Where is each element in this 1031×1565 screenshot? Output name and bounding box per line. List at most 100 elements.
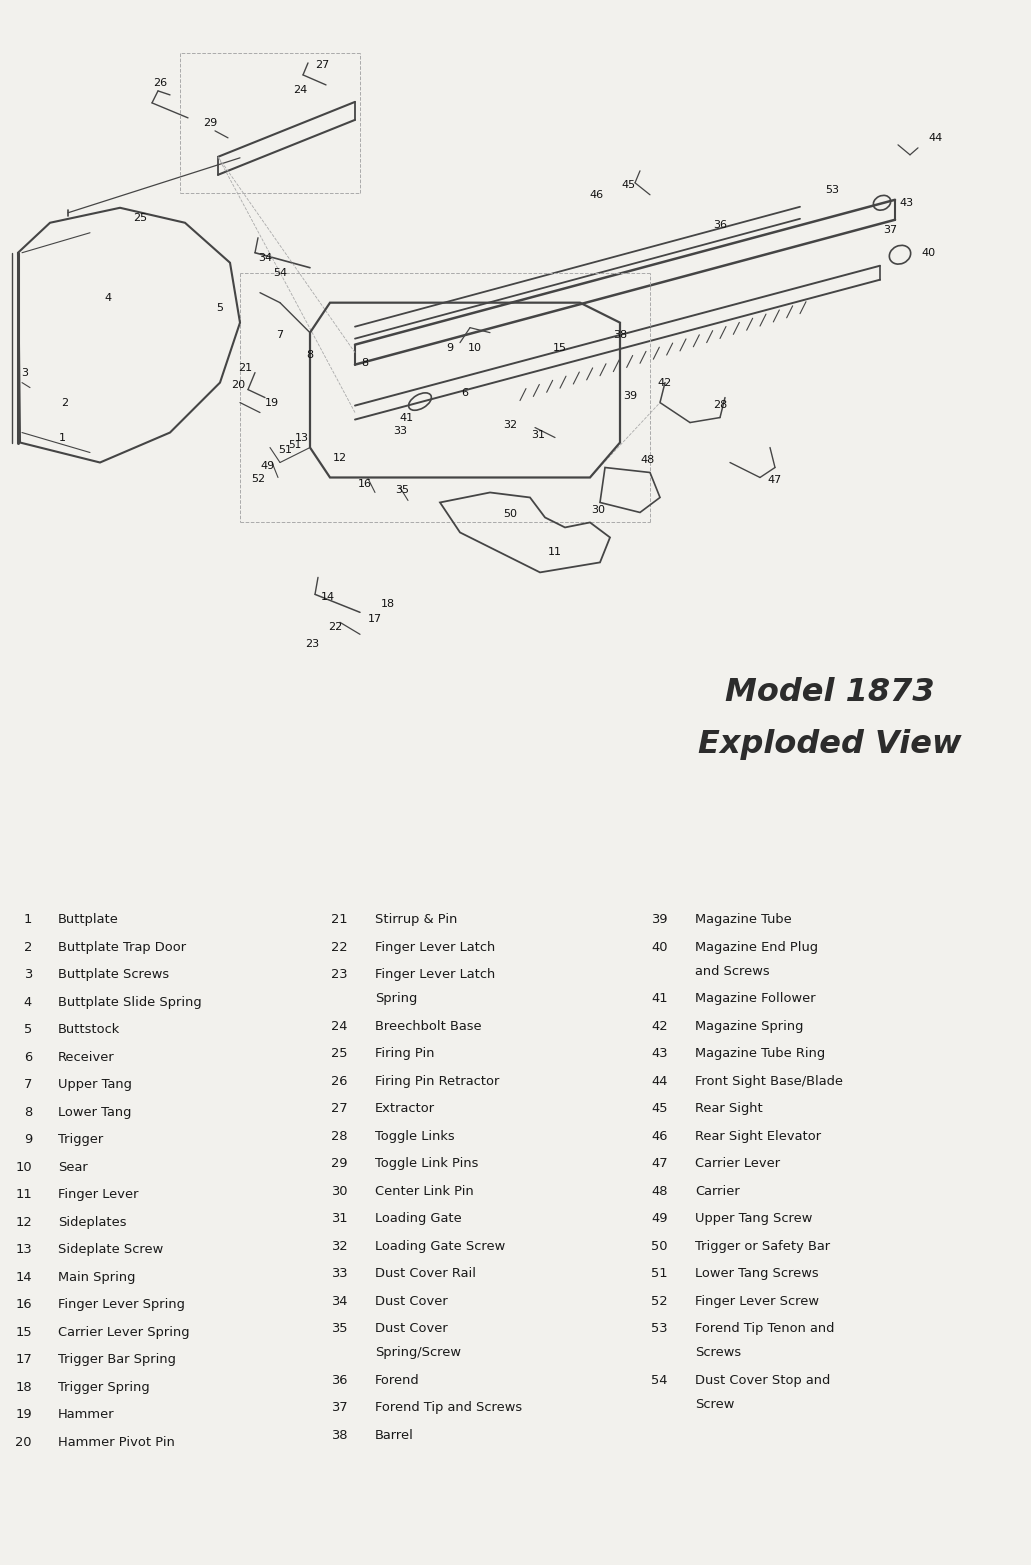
Text: 49: 49: [261, 460, 275, 471]
Text: 1: 1: [24, 912, 32, 926]
Text: Hammer Pivot Pin: Hammer Pivot Pin: [58, 1435, 175, 1449]
Text: 33: 33: [393, 426, 407, 435]
Text: 54: 54: [273, 268, 287, 277]
Text: 4: 4: [24, 995, 32, 1008]
Text: 51: 51: [652, 1268, 668, 1280]
Text: Trigger Bar Spring: Trigger Bar Spring: [58, 1354, 176, 1366]
Text: 27: 27: [331, 1102, 348, 1116]
Text: 12: 12: [15, 1216, 32, 1229]
Text: Firing Pin Retractor: Firing Pin Retractor: [375, 1075, 499, 1088]
Text: 27: 27: [314, 59, 329, 70]
Text: 13: 13: [15, 1243, 32, 1257]
Text: 40: 40: [921, 247, 935, 258]
Text: Forend: Forend: [375, 1374, 420, 1387]
Text: 2: 2: [24, 941, 32, 953]
Text: Loading Gate Screw: Loading Gate Screw: [375, 1239, 505, 1252]
Text: 22: 22: [332, 941, 348, 953]
Text: 14: 14: [321, 593, 335, 603]
Text: Finger Lever Screw: Finger Lever Screw: [695, 1294, 819, 1308]
Text: 38: 38: [613, 330, 627, 340]
Text: 2: 2: [62, 398, 69, 407]
Text: Sear: Sear: [58, 1161, 88, 1174]
Text: 41: 41: [652, 992, 668, 1005]
Text: 3: 3: [24, 969, 32, 981]
Text: Spring/Screw: Spring/Screw: [375, 1346, 461, 1360]
Text: Screws: Screws: [695, 1346, 741, 1360]
Text: 14: 14: [15, 1271, 32, 1283]
Text: Upper Tang: Upper Tang: [58, 1078, 132, 1091]
Text: 23: 23: [332, 969, 348, 981]
Text: 22: 22: [328, 623, 342, 632]
Text: Forend Tip and Screws: Forend Tip and Screws: [375, 1401, 522, 1415]
Text: Trigger: Trigger: [58, 1133, 103, 1146]
Text: 33: 33: [332, 1268, 348, 1280]
Text: Dust Cover Rail: Dust Cover Rail: [375, 1268, 476, 1280]
Text: Upper Tang Screw: Upper Tang Screw: [695, 1213, 812, 1225]
Text: 12: 12: [333, 452, 347, 463]
Text: Lower Tang: Lower Tang: [58, 1105, 131, 1119]
Text: Firing Pin: Firing Pin: [375, 1047, 434, 1060]
Text: 32: 32: [503, 419, 518, 429]
Text: 48: 48: [641, 454, 655, 465]
Text: Model 1873: Model 1873: [725, 676, 935, 707]
Text: 47: 47: [768, 476, 783, 485]
Text: Rear Sight: Rear Sight: [695, 1102, 763, 1116]
Text: 19: 19: [265, 398, 279, 407]
Text: 15: 15: [553, 343, 567, 352]
Text: 38: 38: [332, 1429, 348, 1441]
Text: Buttplate Slide Spring: Buttplate Slide Spring: [58, 995, 202, 1008]
Text: 8: 8: [24, 1105, 32, 1119]
Text: 51: 51: [289, 440, 302, 449]
Text: 37: 37: [331, 1401, 348, 1415]
Text: 10: 10: [468, 343, 483, 352]
Text: Main Spring: Main Spring: [58, 1271, 135, 1283]
Text: 30: 30: [591, 505, 605, 515]
Text: Buttstock: Buttstock: [58, 1024, 121, 1036]
Text: Dust Cover: Dust Cover: [375, 1294, 447, 1308]
Text: Forend Tip Tenon and: Forend Tip Tenon and: [695, 1322, 834, 1335]
Text: 34: 34: [258, 252, 272, 263]
Text: 42: 42: [652, 1020, 668, 1033]
Text: and Screws: and Screws: [695, 964, 769, 978]
Text: 6: 6: [24, 1050, 32, 1064]
Text: 26: 26: [153, 78, 167, 88]
Text: 11: 11: [548, 548, 562, 557]
Text: 29: 29: [332, 1157, 348, 1171]
Text: 37: 37: [883, 225, 897, 235]
Text: Toggle Links: Toggle Links: [375, 1130, 455, 1142]
Text: 50: 50: [652, 1239, 668, 1252]
Text: 47: 47: [652, 1157, 668, 1171]
Text: 20: 20: [231, 380, 245, 390]
Text: 31: 31: [531, 429, 545, 440]
Text: Finger Lever Latch: Finger Lever Latch: [375, 941, 495, 953]
Text: 50: 50: [503, 510, 517, 520]
Text: 21: 21: [331, 912, 348, 926]
Text: Carrier Lever: Carrier Lever: [695, 1157, 780, 1171]
Text: 24: 24: [332, 1020, 348, 1033]
Text: 45: 45: [621, 180, 635, 189]
Text: 19: 19: [15, 1408, 32, 1421]
Text: 28: 28: [332, 1130, 348, 1142]
Text: Barrel: Barrel: [375, 1429, 413, 1441]
Text: 40: 40: [652, 941, 668, 953]
Text: 44: 44: [929, 133, 943, 142]
Text: 53: 53: [652, 1322, 668, 1335]
Text: Front Sight Base/Blade: Front Sight Base/Blade: [695, 1075, 843, 1088]
Text: 23: 23: [305, 640, 319, 649]
Text: 26: 26: [332, 1075, 348, 1088]
Text: 8: 8: [306, 349, 313, 360]
Text: 1: 1: [59, 432, 66, 443]
Text: 16: 16: [15, 1297, 32, 1311]
Text: Center Link Pin: Center Link Pin: [375, 1185, 474, 1197]
Text: Exploded View: Exploded View: [698, 729, 962, 759]
Text: 35: 35: [332, 1322, 348, 1335]
Text: 32: 32: [332, 1239, 348, 1252]
Text: 45: 45: [652, 1102, 668, 1116]
Text: Screw: Screw: [695, 1398, 734, 1412]
Text: Lower Tang Screws: Lower Tang Screws: [695, 1268, 819, 1280]
Text: Hammer: Hammer: [58, 1408, 114, 1421]
Text: 9: 9: [446, 343, 454, 352]
Text: 15: 15: [15, 1326, 32, 1338]
Text: 17: 17: [368, 615, 383, 624]
Text: 28: 28: [712, 399, 727, 410]
